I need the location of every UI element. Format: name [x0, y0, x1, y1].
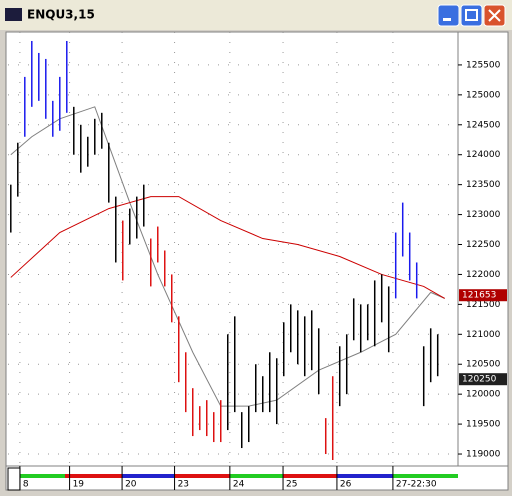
y-tick-label: 125500: [466, 60, 501, 70]
session-strip: [122, 474, 175, 478]
y-tick-label: 124000: [466, 150, 501, 160]
title-bar: [0, 0, 512, 30]
price-axis: [457, 31, 509, 467]
y-tick-label: 120000: [466, 390, 501, 400]
y-tick-label: 122500: [466, 240, 501, 250]
session-strip: [283, 474, 337, 478]
moving-average: [10, 196, 445, 299]
price-marker: [459, 373, 507, 386]
x-tick-label: 25: [286, 480, 297, 490]
x-tick-label: 8: [23, 480, 29, 490]
session-strip: [337, 474, 393, 478]
x-tick-label: 19: [73, 480, 85, 490]
app-icon: [5, 8, 22, 21]
x-tick-label: 23: [178, 480, 189, 490]
x-tick-label: 26: [340, 480, 352, 490]
y-tick-label: 121500: [466, 300, 501, 310]
window-title: ENQU3,15: [27, 8, 95, 22]
y-tick-label: 119500: [466, 420, 501, 430]
session-strip: [18, 474, 65, 478]
x-tick-label: 20: [125, 480, 137, 490]
minimize-button[interactable]: [437, 4, 460, 27]
y-tick-label: 119000: [466, 450, 501, 460]
y-tick-label: 125000: [466, 90, 501, 100]
price-marker-label: 120250: [462, 375, 497, 385]
x-tick-label: 27-22:30: [396, 480, 437, 490]
close-icon: [488, 9, 501, 22]
scroll-handle[interactable]: [7, 467, 21, 491]
price-marker: [459, 289, 507, 302]
maximize-icon: [465, 9, 478, 21]
y-tick-label: 123500: [466, 180, 501, 190]
price-marker-label: 121653: [462, 291, 496, 301]
y-tick-label: 120500: [466, 360, 501, 370]
y-tick-label: 123000: [466, 210, 501, 220]
minimize-icon: [443, 18, 451, 21]
y-tick-label: 124500: [466, 120, 501, 130]
session-strip: [230, 474, 283, 478]
maximize-button[interactable]: [460, 4, 483, 27]
x-tick-label: 24: [233, 480, 245, 490]
y-tick-label: 121000: [466, 330, 501, 340]
session-strip: [393, 474, 458, 478]
y-tick-label: 122000: [466, 270, 501, 280]
session-strip: [65, 474, 122, 478]
plot-area: [5, 31, 459, 467]
session-strip: [175, 474, 230, 478]
